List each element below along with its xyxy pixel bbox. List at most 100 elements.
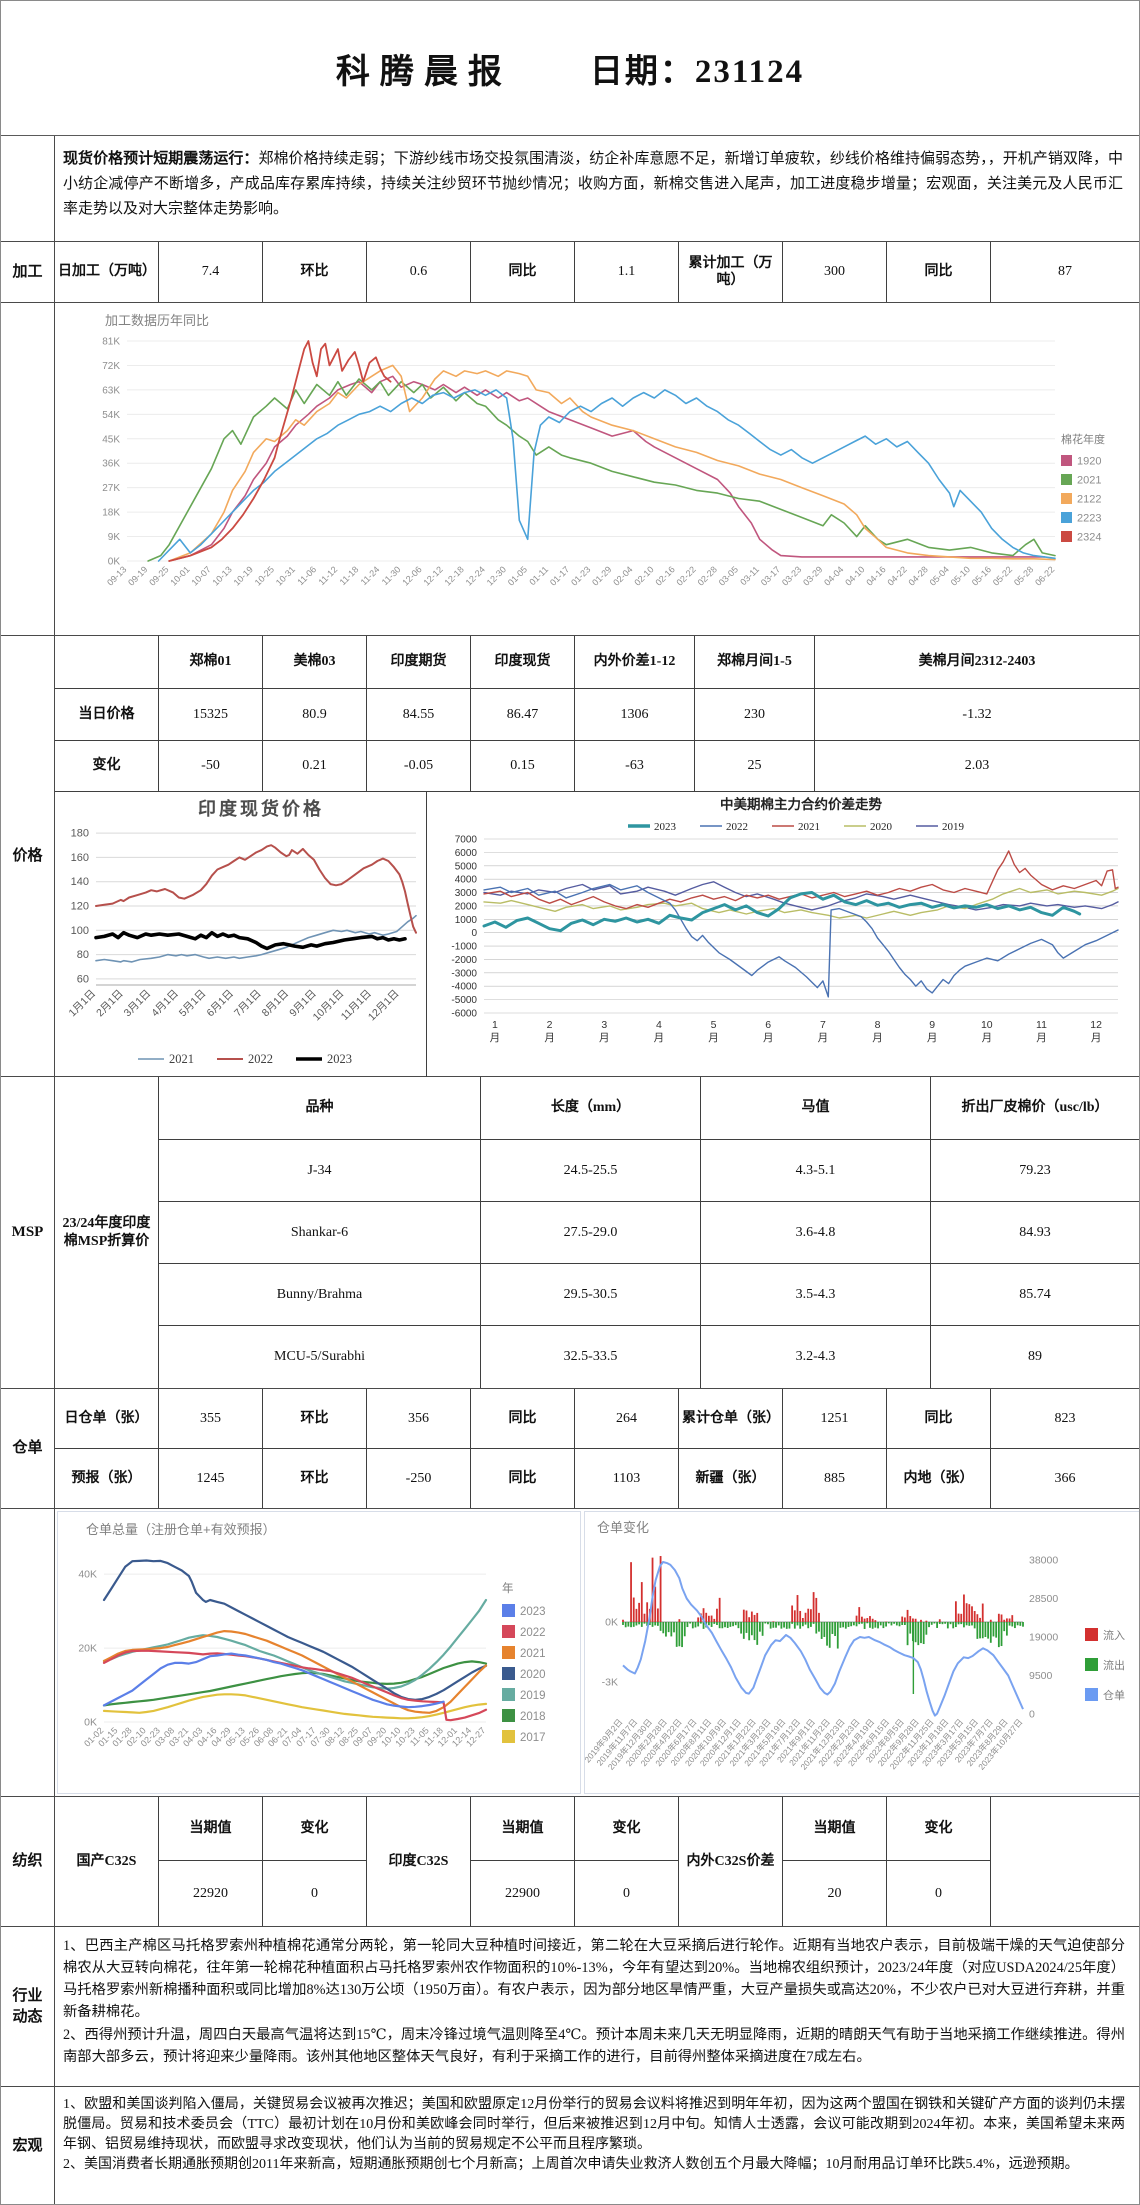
svg-text:棉花年度: 棉花年度 bbox=[1061, 432, 1105, 446]
warehouse-r0-c3: 356 bbox=[367, 1389, 471, 1449]
warehouse-table-section: 仓单 日仓单（张） 355 环比 356 同比 264 累计仓单（张） 1251 同比 823 预报… bbox=[1, 1389, 1139, 1509]
textile-change-value-2: 0 bbox=[887, 1861, 991, 1926]
warehouse-r1-c2: 环比 bbox=[263, 1449, 367, 1508]
svg-text:03-17: 03-17 bbox=[759, 564, 782, 587]
warehouse-charts-section: 0K 20K 40K 01-02 01-15 01-28 02-10 02-23 03-08 03… bbox=[1, 1509, 1139, 1797]
svg-text:10-13: 10-13 bbox=[211, 564, 234, 587]
msp-r3-c1: 32.5-33.5 bbox=[481, 1326, 701, 1388]
svg-text:加工数据历年同比: 加工数据历年同比 bbox=[105, 313, 209, 328]
cn-us-spread-chart: 7000 6000 5000 4000 3000 2000 1000 0 -1000 -2000 -… bbox=[427, 792, 1139, 1077]
svg-text:月: 月 bbox=[490, 1032, 501, 1044]
textile-current-header-0: 当期值 bbox=[159, 1797, 263, 1861]
msp-r2-c3: 85.74 bbox=[931, 1264, 1139, 1326]
svg-text:2月1日: 2月1日 bbox=[94, 988, 126, 1020]
price-r2-c6: 25 bbox=[695, 741, 815, 791]
msp-header-2: 马值 bbox=[701, 1077, 931, 1140]
industry-item-1: 1、巴西主产棉区马托格罗索州种植棉花通常分两轮，第一轮同大豆种植时间接近，第二轮… bbox=[63, 1938, 1125, 2021]
price-section: 价格 郑棉01 美棉03 印度期货 印度现货 内外价差1-12 郑棉月间1-5 美棉月间23… bbox=[1, 636, 1139, 1077]
warrant-total-chart: 0K 20K 40K 01-02 01-15 01-28 02-10 02-23 03-08 03… bbox=[57, 1511, 581, 1794]
svg-text:01-29: 01-29 bbox=[590, 564, 613, 587]
textile-current-value-2: 20 bbox=[783, 1861, 887, 1926]
price-r0-c0 bbox=[55, 636, 159, 689]
svg-text:05-16: 05-16 bbox=[970, 564, 993, 587]
svg-text:2023: 2023 bbox=[654, 821, 677, 833]
svg-text:38000: 38000 bbox=[1029, 1555, 1058, 1567]
msp-section-label: MSP bbox=[1, 1077, 55, 1388]
svg-text:仓单总量（注册仓单+有效预报）: 仓单总量（注册仓单+有效预报） bbox=[86, 1522, 276, 1537]
svg-text:120: 120 bbox=[71, 901, 89, 913]
svg-text:19000: 19000 bbox=[1029, 1632, 1058, 1644]
svg-text:7月1日: 7月1日 bbox=[232, 988, 264, 1020]
warrant-change-chart: 仓单变化 0K -3K 38000 28500 19000 9500 0 2019年9月2日 20… bbox=[582, 1511, 1139, 1794]
svg-text:05-22: 05-22 bbox=[991, 564, 1014, 587]
price-section-label: 价格 bbox=[1, 636, 55, 1076]
msp-r2-c1: 29.5-30.5 bbox=[481, 1264, 701, 1326]
price-r1-c4: 86.47 bbox=[471, 689, 575, 741]
msp-r1-c1: 27.5-29.0 bbox=[481, 1202, 701, 1264]
svg-text:27K: 27K bbox=[102, 483, 120, 494]
macro-item-1: 1、欧盟和美国谈判陷入僵局，关键贸易会议被再次推迟；美国和欧盟原定12月份举行的… bbox=[63, 2097, 1125, 2152]
svg-text:2019: 2019 bbox=[942, 821, 965, 833]
warehouse-r0-c9: 823 bbox=[991, 1389, 1139, 1449]
india-spot-chart: 60 80 100 120 140 160 180 1月1日 2月1日 3月1日 4月1日 5月1日 6… bbox=[55, 792, 427, 1077]
svg-text:04-28: 04-28 bbox=[907, 564, 930, 587]
svg-text:2122: 2122 bbox=[1077, 494, 1101, 506]
textile-group-label-2: 内外C32S价差 bbox=[679, 1797, 783, 1926]
svg-text:2017: 2017 bbox=[520, 1732, 546, 1744]
svg-text:2023: 2023 bbox=[520, 1606, 546, 1618]
svg-text:0K: 0K bbox=[605, 1617, 618, 1629]
textile-change-header-1: 变化 bbox=[575, 1797, 679, 1861]
svg-text:06-22: 06-22 bbox=[1033, 564, 1056, 587]
svg-text:2022: 2022 bbox=[520, 1627, 546, 1639]
warehouse-table: 日仓单（张） 355 环比 356 同比 264 累计仓单（张） 1251 同比 823 预报（张）… bbox=[55, 1389, 1139, 1508]
svg-text:1000: 1000 bbox=[455, 915, 478, 926]
price-r2-c3: -0.05 bbox=[367, 741, 471, 791]
svg-text:2: 2 bbox=[547, 1019, 553, 1031]
processing-r0-c2: 环比 bbox=[263, 242, 367, 302]
svg-text:2019: 2019 bbox=[520, 1690, 546, 1702]
svg-text:20K: 20K bbox=[78, 1643, 97, 1655]
svg-text:流出: 流出 bbox=[1103, 1658, 1125, 1672]
svg-text:63K: 63K bbox=[102, 385, 120, 396]
svg-text:1920: 1920 bbox=[1077, 456, 1101, 468]
svg-text:02-10: 02-10 bbox=[632, 564, 655, 587]
msp-header-0: 品种 bbox=[159, 1077, 481, 1140]
processing-r0-c0: 日加工（万吨） bbox=[55, 242, 159, 302]
macro-section-label: 宏观 bbox=[1, 2087, 55, 2204]
warehouse-r1-c8: 内地（张） bbox=[887, 1449, 991, 1508]
price-r1-c5: 1306 bbox=[575, 689, 695, 741]
processing-r0-c9: 87 bbox=[1058, 264, 1072, 280]
price-table: 郑棉01 美棉03 印度期货 印度现货 内外价差1-12 郑棉月间1-5 美棉月间2312-… bbox=[55, 636, 1139, 792]
svg-text:02-22: 02-22 bbox=[675, 564, 698, 587]
warehouse-r0-c5: 264 bbox=[575, 1389, 679, 1449]
svg-text:-6000: -6000 bbox=[451, 1009, 477, 1020]
warehouse-charts: 0K 20K 40K 01-02 01-15 01-28 02-10 02-23 03-08 03… bbox=[55, 1509, 1139, 1796]
svg-text:03-11: 03-11 bbox=[738, 564, 761, 587]
textile-change-header-0: 变化 bbox=[263, 1797, 367, 1861]
svg-text:28500: 28500 bbox=[1029, 1593, 1058, 1605]
msp-row-label: 23/24年度印度棉MSP折算价 bbox=[55, 1077, 159, 1388]
processing-r0-c7: 300 bbox=[783, 242, 887, 302]
proc-svg: 0K 9K 18K 27K 36K 45K 54K 63K 72K 81K 09-1309-1909… bbox=[102, 313, 1105, 588]
processing-r0-c5: 1.1 bbox=[575, 242, 679, 302]
svg-text:45K: 45K bbox=[102, 434, 120, 445]
svg-text:2018: 2018 bbox=[520, 1711, 546, 1723]
svg-text:01-05: 01-05 bbox=[506, 564, 529, 587]
svg-text:02-28: 02-28 bbox=[696, 564, 719, 587]
msp-header-1: 长度（mm） bbox=[481, 1077, 701, 1140]
price-r0-c2: 美棉03 bbox=[263, 636, 367, 689]
msp-r0-c3: 79.23 bbox=[931, 1140, 1139, 1202]
msp-r0-c0: J-34 bbox=[159, 1140, 481, 1202]
svg-text:10月1日: 10月1日 bbox=[311, 988, 347, 1024]
svg-text:中美期棉主力合约价差走势: 中美期棉主力合约价差走势 bbox=[720, 796, 882, 812]
msp-header-3: 折出厂皮棉价（usc/lb） bbox=[931, 1077, 1139, 1140]
macro-section: 宏观 1、欧盟和美国谈判陷入僵局，关键贸易会议被再次推迟；美国和欧盟原定12月份… bbox=[1, 2087, 1139, 2204]
svg-text:60: 60 bbox=[77, 973, 89, 985]
price-r2-c2: 0.21 bbox=[263, 741, 367, 791]
processing-chart-section: 0K 9K 18K 27K 36K 45K 54K 63K 72K 81K 09-13 09-19 09… bbox=[1, 303, 1139, 636]
processing-yoy-chart: 0K 9K 18K 27K 36K 45K 54K 63K 72K 81K 09-13 09-19 09… bbox=[55, 303, 1139, 635]
svg-text:9500: 9500 bbox=[1029, 1670, 1053, 1682]
processing-table: 日加工（万吨） 7.4 环比 0.6 同比 1.1 累计加工（万吨） 300 同比 87 bbox=[55, 242, 1139, 302]
industry-item-2: 2、西得州预计升温，周四白天最高气温将达到15℃，周末冷锋过境气温则降至4℃。预… bbox=[63, 2026, 1125, 2065]
macro-item-2: 2、美国消费者长期通胀预期创2011年来新高，短期通胀预期创七个月新高；上周首次… bbox=[63, 2156, 1079, 2172]
